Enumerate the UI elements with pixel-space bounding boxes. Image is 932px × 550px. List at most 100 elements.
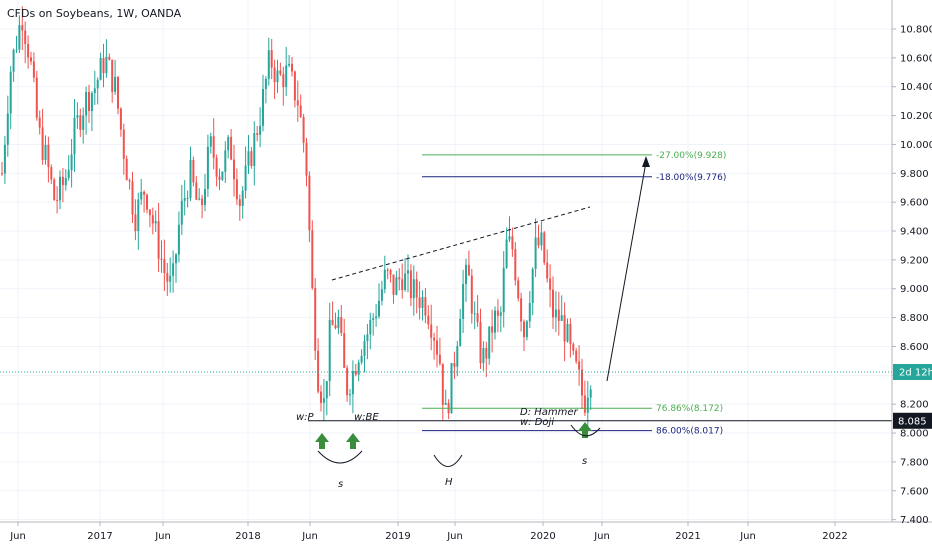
candle-body: [554, 309, 557, 318]
candle-body: [151, 215, 154, 224]
candle-body: [105, 56, 108, 74]
candle-body: [201, 198, 204, 205]
candle-body: [241, 190, 244, 206]
candle-body: [528, 303, 531, 322]
candle-body: [314, 287, 317, 351]
up-arrow-icon: [346, 433, 360, 449]
candle-body: [169, 275, 172, 282]
candle-body: [41, 127, 44, 160]
candle-body: [270, 50, 273, 68]
candle-body: [1, 173, 3, 175]
candle-body: [560, 315, 563, 321]
candle-body: [108, 56, 111, 60]
candle-body: [415, 279, 418, 298]
candle-body: [73, 117, 76, 155]
x-tick-label: Jun: [446, 531, 463, 542]
x-tick-label: 2020: [530, 531, 555, 542]
candle-body: [586, 397, 589, 413]
candle-body: [511, 236, 514, 250]
candle-body: [549, 278, 552, 290]
candle-body: [44, 144, 47, 160]
candle-body: [70, 154, 73, 171]
candle-body: [325, 381, 328, 399]
candle-body: [189, 159, 192, 198]
candle-body: [412, 279, 415, 299]
candle-body: [305, 142, 308, 176]
candle-body: [273, 67, 276, 83]
x-tick-label: Jun: [301, 531, 318, 542]
candle-body: [311, 230, 314, 288]
y-tick-label: 8.000: [900, 429, 929, 440]
candle-body: [520, 298, 523, 322]
candle-body: [233, 159, 235, 180]
candle-body: [438, 354, 441, 364]
candle-body: [378, 300, 380, 317]
candle-body: [488, 326, 491, 359]
candle-body: [253, 133, 256, 166]
candle-body: [441, 363, 444, 405]
candle-body: [282, 74, 285, 88]
candle-body: [537, 237, 540, 246]
candle-body: [206, 146, 209, 189]
y-tick-label: 8.800: [900, 313, 929, 324]
candle-body: [357, 362, 360, 375]
annotation-wp: w:P: [296, 412, 315, 423]
projection-arrow-line[interactable]: [606, 161, 647, 382]
time-axis[interactable]: Jun 2017 Jun 2018 Jun 2019 Jun 2020 Jun 2021 Jun 20…: [9, 522, 848, 542]
candle-body: [143, 191, 146, 195]
chart-title: CFDs on Soybeans, 1W, OANDA: [7, 7, 182, 20]
candle-body: [505, 239, 508, 268]
candle-body: [424, 297, 427, 316]
candle-body: [204, 188, 206, 205]
candle-body: [514, 249, 517, 281]
candle-body: [569, 323, 572, 345]
candle-body: [172, 263, 175, 276]
candle-body: [546, 262, 549, 279]
candle-body: [160, 258, 163, 260]
candle-body: [154, 221, 157, 224]
candle-body: [409, 270, 412, 299]
candle-body: [491, 326, 494, 333]
candle-body: [117, 76, 119, 109]
candle-body: [111, 59, 114, 92]
candle-body: [418, 297, 421, 308]
candle-body: [224, 150, 227, 172]
candle-body: [128, 180, 131, 182]
candle-body: [470, 275, 473, 314]
candle-body: [328, 319, 331, 382]
candle-body: [235, 179, 238, 200]
candle-body: [456, 346, 459, 367]
candle-body: [131, 181, 134, 215]
candle-body: [499, 312, 502, 316]
y-tick-label: 9.000: [900, 284, 929, 295]
candle-body: [76, 115, 79, 118]
x-tick-label: Jun: [154, 531, 171, 542]
fib-level-label: -27.00%(9.928): [656, 151, 726, 161]
y-tick-label: 9.800: [900, 169, 929, 180]
candle-body: [175, 254, 177, 264]
y-tick-label: 7.800: [900, 457, 929, 468]
candle-body: [436, 340, 438, 355]
resistance-trendline[interactable]: [331, 206, 591, 281]
candle-body: [566, 323, 569, 342]
candle-body: [192, 159, 195, 183]
candle-body: [61, 176, 64, 186]
candle-body: [137, 199, 140, 232]
candle-body: [82, 115, 85, 130]
candle-body: [349, 394, 351, 396]
candle-body: [88, 92, 90, 112]
candle-body: [383, 269, 386, 290]
candle-body: [372, 318, 375, 320]
candle-body: [96, 79, 99, 89]
candle-body: [392, 274, 395, 295]
y-tick-label: 9.400: [900, 227, 929, 238]
candle-body: [320, 391, 322, 403]
up-arrow-icon: [315, 433, 329, 449]
candle-body: [407, 270, 409, 274]
candle-body: [479, 322, 482, 364]
y-tick-label: 10.000: [900, 140, 932, 151]
candle-body: [450, 363, 453, 414]
candle-body: [401, 279, 404, 291]
candle-body: [93, 88, 96, 94]
